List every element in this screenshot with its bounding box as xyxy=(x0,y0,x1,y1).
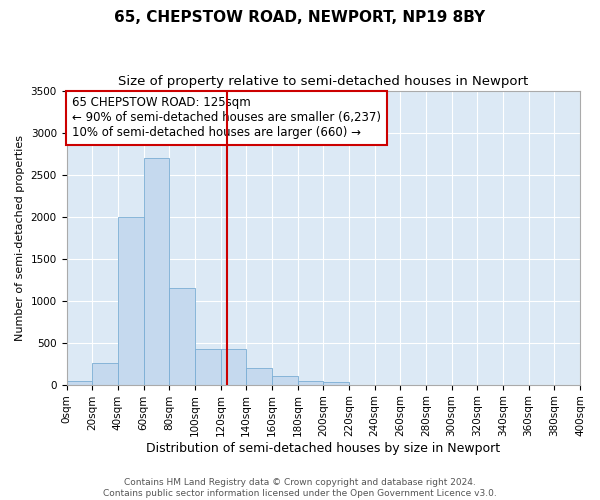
Bar xyxy=(246,368,272,384)
Bar xyxy=(323,382,349,384)
Bar xyxy=(92,363,118,384)
Text: Contains HM Land Registry data © Crown copyright and database right 2024.
Contai: Contains HM Land Registry data © Crown c… xyxy=(103,478,497,498)
Bar xyxy=(221,350,246,384)
Y-axis label: Number of semi-detached properties: Number of semi-detached properties xyxy=(15,134,25,340)
Bar xyxy=(272,376,298,384)
Text: 65, CHEPSTOW ROAD, NEWPORT, NP19 8BY: 65, CHEPSTOW ROAD, NEWPORT, NP19 8BY xyxy=(115,10,485,25)
Title: Size of property relative to semi-detached houses in Newport: Size of property relative to semi-detach… xyxy=(118,75,529,88)
Bar xyxy=(118,216,143,384)
Bar xyxy=(298,382,323,384)
Bar xyxy=(67,382,92,384)
Bar xyxy=(169,288,195,384)
Bar xyxy=(195,350,221,384)
Text: 65 CHEPSTOW ROAD: 125sqm
← 90% of semi-detached houses are smaller (6,237)
10% o: 65 CHEPSTOW ROAD: 125sqm ← 90% of semi-d… xyxy=(71,96,380,140)
Bar xyxy=(143,158,169,384)
X-axis label: Distribution of semi-detached houses by size in Newport: Distribution of semi-detached houses by … xyxy=(146,442,500,455)
